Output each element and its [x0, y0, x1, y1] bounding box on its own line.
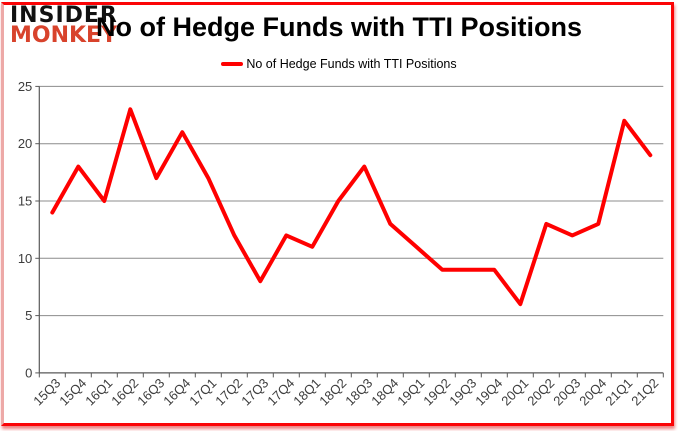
x-axis-tick-label: 17Q1 — [186, 375, 219, 408]
y-axis-tick-label: 20 — [18, 136, 32, 151]
x-axis-tick-label: 21Q1 — [602, 375, 635, 408]
insider-monkey-logo: INSIDER MONKEY — [10, 3, 118, 49]
y-axis-tick-label: 25 — [18, 79, 32, 94]
x-axis-tick-label: 18Q2 — [316, 375, 349, 408]
y-axis-tick-label: 15 — [18, 194, 32, 209]
x-axis-tick-label: 20Q4 — [576, 375, 609, 408]
page-title: No of Hedge Funds with TTI Positions — [96, 12, 582, 42]
x-axis-tick-label: 18Q3 — [342, 375, 375, 408]
x-axis-tick-label: 17Q2 — [212, 375, 245, 408]
x-axis-tick-label: 17Q3 — [238, 375, 271, 408]
x-axis-tick-label: 19Q3 — [446, 375, 479, 408]
legend-line-swatch-icon — [221, 61, 244, 66]
x-axis-tick-label: 18Q4 — [368, 375, 401, 408]
logo-monkey: MONKEY — [10, 23, 118, 49]
x-axis-tick-label: 16Q2 — [108, 375, 141, 408]
x-axis-tick-label: 16Q4 — [160, 375, 193, 408]
x-axis-tick-label: 16Q3 — [134, 375, 167, 408]
legend-label: No of Hedge Funds with TTI Positions — [246, 56, 457, 71]
x-axis-tick-label: 20Q3 — [550, 375, 583, 408]
x-axis-tick-label: 16Q1 — [82, 375, 115, 408]
logo-insider: INSIDER — [10, 3, 118, 28]
y-axis-tick-label: 0 — [25, 365, 32, 380]
x-axis-tick-label: 19Q4 — [472, 375, 505, 408]
x-axis-tick-label: 19Q1 — [394, 375, 427, 408]
y-axis-tick-label: 10 — [18, 251, 32, 266]
x-axis-tick-label: 15Q3 — [30, 375, 63, 408]
x-axis-tick-label: 20Q1 — [498, 375, 531, 408]
chart-legend: No of Hedge Funds with TTI Positions — [0, 56, 678, 71]
chart-frame — [1, 2, 674, 426]
x-axis-tick-label: 20Q2 — [524, 375, 557, 408]
x-axis-tick-label: 18Q1 — [290, 375, 323, 408]
x-axis-tick-label: 15Q4 — [56, 375, 89, 408]
x-axis-tick-label: 21Q2 — [628, 375, 661, 408]
x-axis-tick-label: 17Q4 — [264, 375, 297, 408]
series-line — [50, 107, 653, 307]
x-axis-tick-label: 19Q2 — [420, 375, 453, 408]
y-axis-tick-label: 5 — [25, 308, 32, 323]
